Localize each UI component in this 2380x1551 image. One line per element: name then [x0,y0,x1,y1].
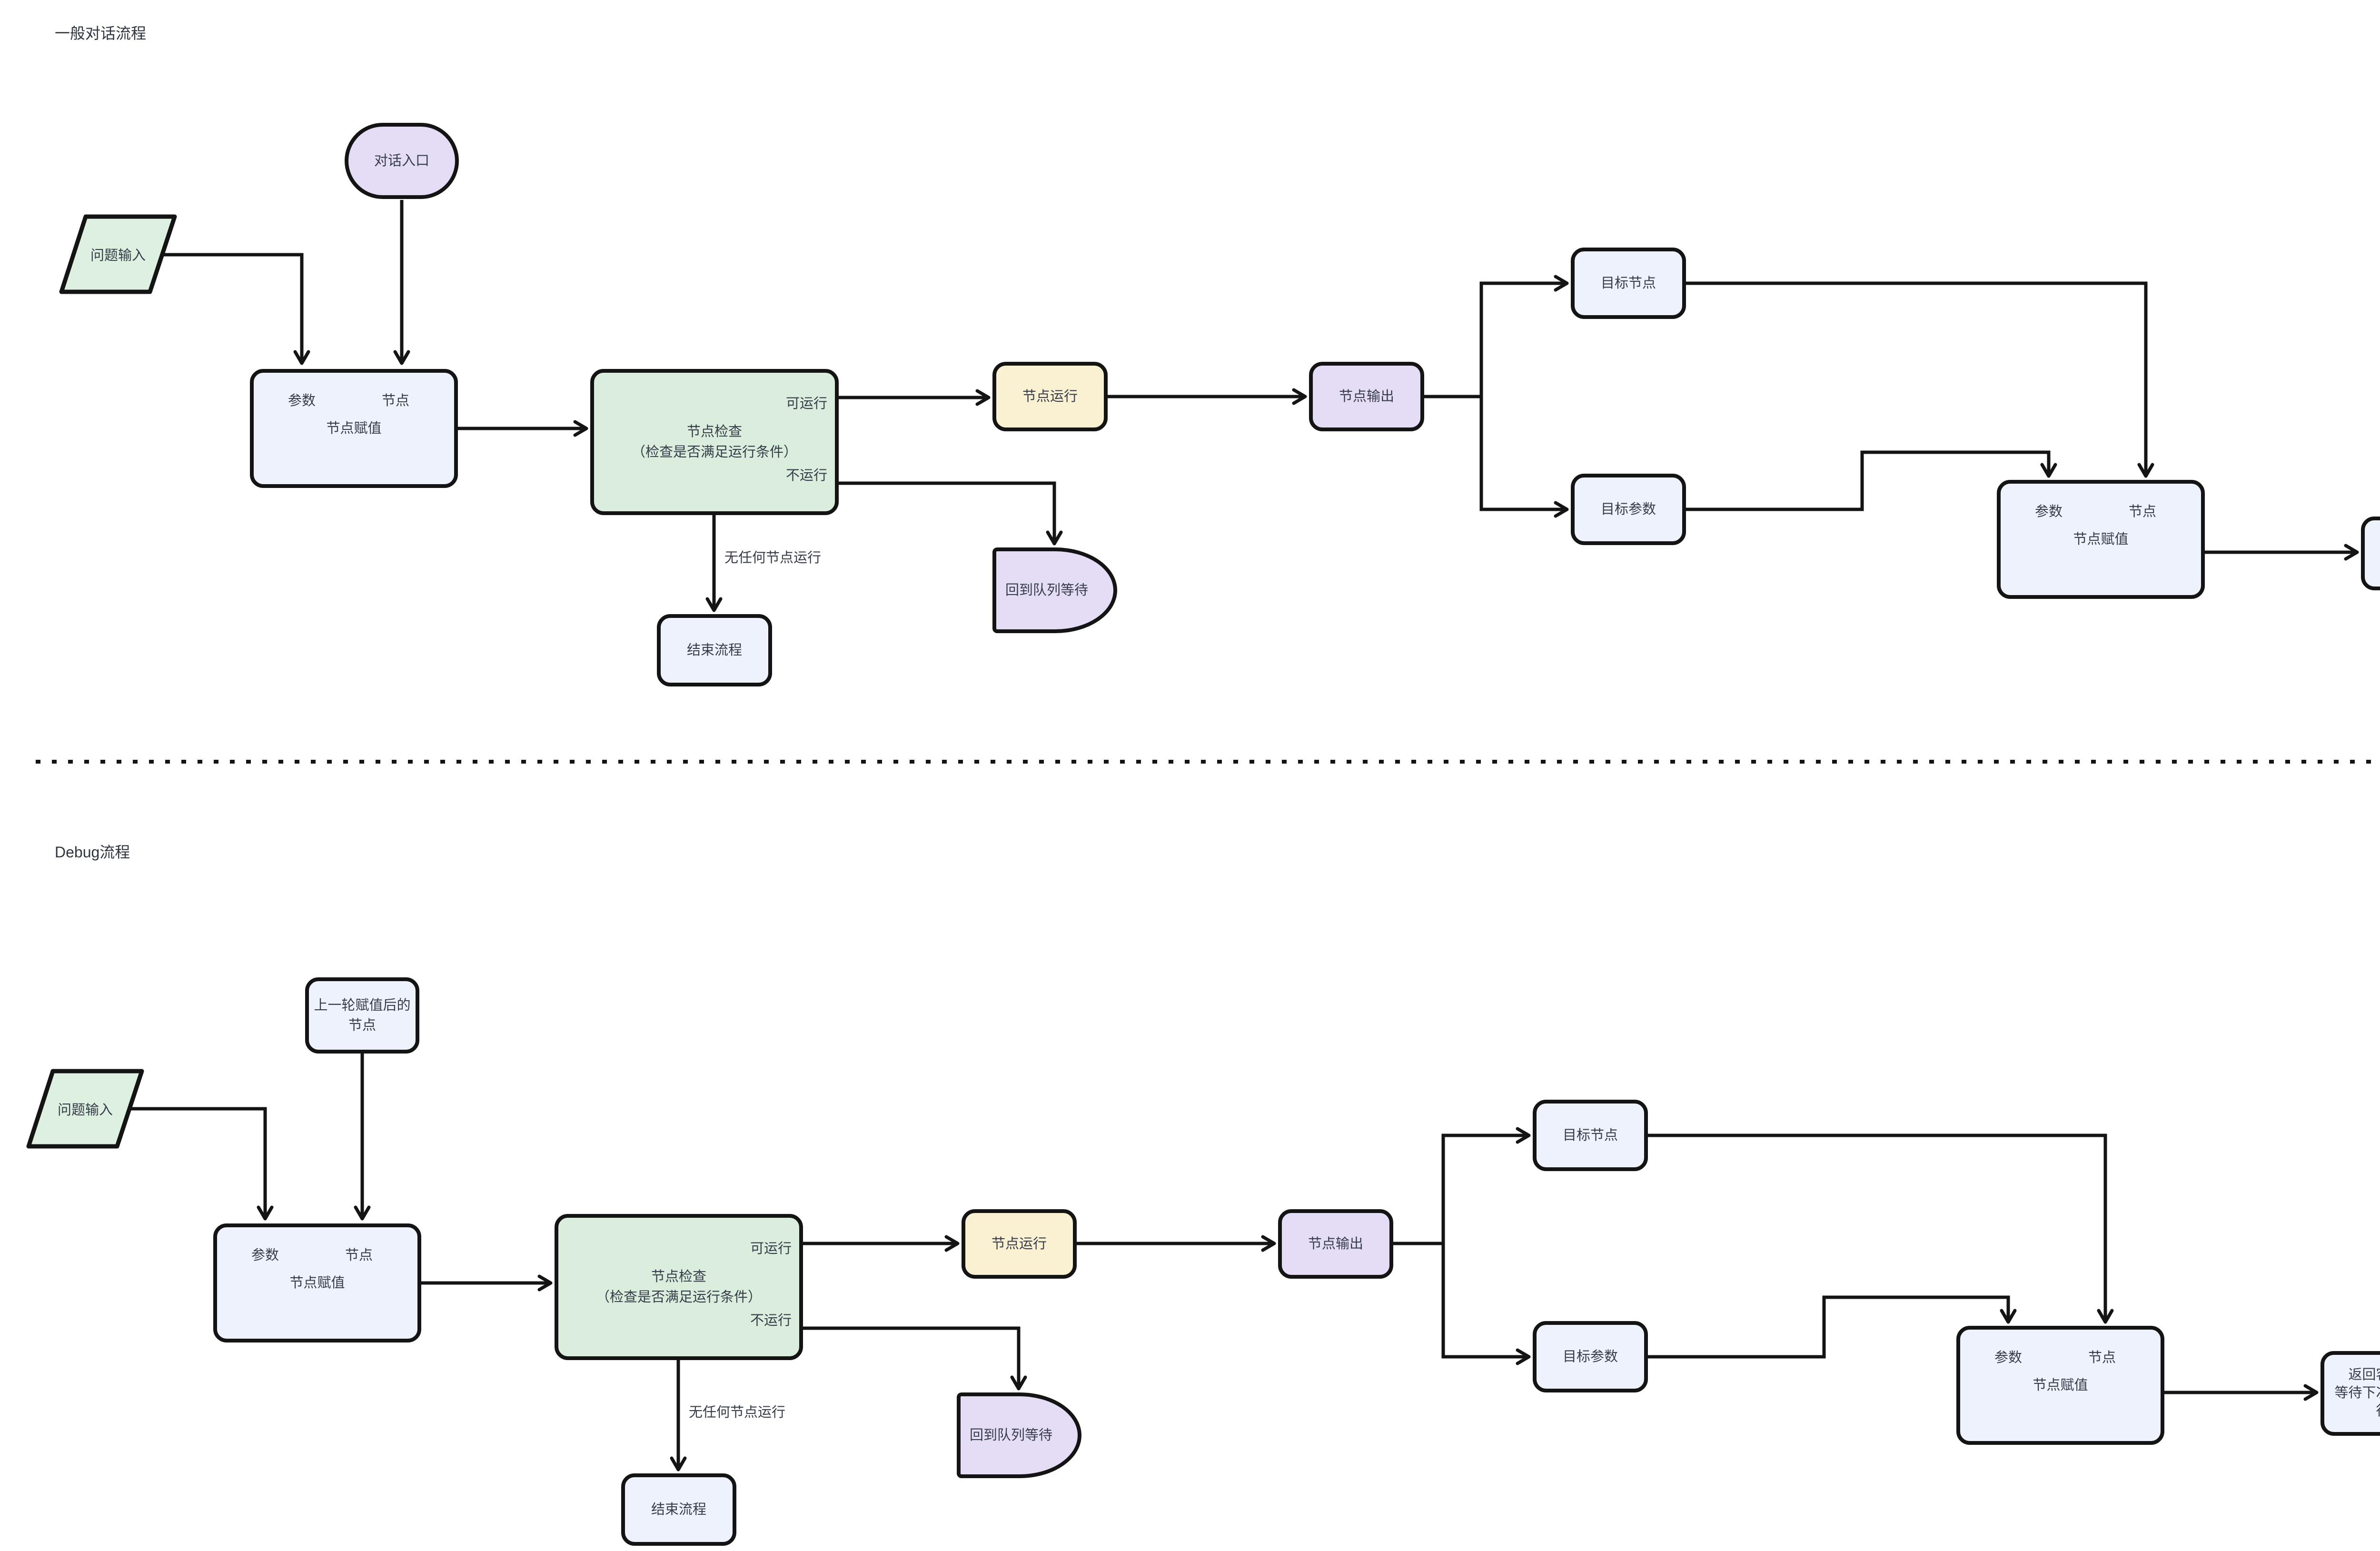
node-wait-f2: 回到队列等待 [957,1392,1081,1478]
node-assign2: 参数 节点 节点赋值 [1997,480,2205,599]
node-run-f2: 节点运行 [962,1209,1077,1279]
node-check-f2-subtitle: （检查是否满足运行条件） [595,1289,762,1305]
node-check-f2: 节点检查 （检查是否满足运行条件） 可运行 不运行 [555,1214,803,1360]
node-return-f2: 返回客户端 等待下次手动执 行 [2320,1351,2380,1436]
edge-branch-to-target-node-f2 [1441,1127,1531,1243]
node-assign1-f2-label: 节点赋值 [289,1275,345,1291]
edge-branch-to-target-node [1479,275,1569,397]
check-branch-none-label: 无任何节点运行 [724,550,822,566]
node-assign1-label: 节点赋值 [326,420,382,436]
edge-branch-to-target-param-f2 [1441,1243,1531,1365]
node-end-f2-label: 结束流程 [651,1501,706,1517]
node-return-line3: 行 [2376,1402,2380,1421]
edge-target-param-to-assign2 [1686,450,2057,511]
node-check-title: 节点检查 [686,424,742,440]
node-check: 节点检查 （检查是否满足运行条件） 可运行 不运行 [590,369,839,515]
edge-target-node-to-assign2-f2 [1648,1133,2114,1324]
node-target-param-f2-label: 目标参数 [1562,1349,1618,1364]
node-entry: 对话入口 [345,123,459,199]
node-target-param-label: 目标参数 [1600,501,1656,517]
check-f2-branch-no-label: 不运行 [750,1312,792,1328]
node-assign2-f2-label: 节点赋值 [2033,1377,2088,1393]
node-run-f2-label: 节点运行 [991,1236,1047,1252]
node-run: 节点运行 [992,362,1108,431]
assign1-param-port: 参数 [288,393,316,408]
assign1-node-port: 节点 [381,393,409,408]
node-output: 节点输出 [1309,362,1424,431]
edge-branch-to-target-param [1479,397,1569,518]
node-target-param-f2: 目标参数 [1533,1321,1648,1392]
node-prev-line2: 节点 [348,1018,376,1033]
node-target-node-f2: 目标节点 [1533,1100,1648,1171]
node-output-f2-label: 节点输出 [1308,1236,1363,1252]
edge-input-to-assign1 [162,253,310,365]
check-f2-branch-yes-label: 可运行 [750,1241,792,1256]
assign2-param-port: 参数 [2035,504,2063,519]
flow1-title: 一般对话流程 [55,25,147,42]
node-input-f2: 问题输入 [29,1071,142,1146]
node-wait-f2-label: 回到队列等待 [969,1427,1052,1443]
check-f2-branch-none-label: 无任何节点运行 [689,1405,786,1420]
node-assign1-f2: 参数 节点 节点赋值 [213,1223,421,1342]
check-branch-yes-label: 可运行 [785,396,827,411]
node-run-label: 节点运行 [1022,388,1078,404]
node-end-label: 结束流程 [686,642,742,658]
node-check-subtitle: （检查是否满足运行条件） [631,444,797,460]
node-return-line2: 等待下次手动执 [2334,1385,2380,1401]
node-output-f2: 节点输出 [1278,1209,1393,1279]
node-prev: 上一轮赋值后的 节点 [305,977,419,1054]
node-wait-label: 回到队列等待 [1005,582,1088,598]
node-loop: ○ ○ ○ 循环执行 [2361,517,2380,590]
node-input: 问题输入 [61,217,175,292]
node-end: 结束流程 [657,614,772,686]
node-assign2-f2: 参数 节点 节点赋值 [1956,1326,2164,1445]
node-prev-line1: 上一轮赋值后的 [314,997,411,1013]
node-wait: 回到队列等待 [992,547,1117,633]
edge-target-node-to-assign2 [1686,281,2154,478]
edge-check-no-to-wait-f2 [803,1326,1027,1391]
assign1-f2-param-port: 参数 [251,1248,279,1263]
node-input-f2-label: 问题输入 [57,1103,113,1118]
edge-target-param-to-assign2-f2 [1648,1295,2017,1359]
assign2-node-port: 节点 [2128,504,2156,519]
node-input-label: 问题输入 [90,248,146,263]
node-check-f2-title: 节点检查 [651,1269,706,1285]
node-assign1: 参数 节点 节点赋值 [250,369,458,488]
node-output-label: 节点输出 [1339,388,1394,404]
check-branch-no-label: 不运行 [785,467,827,483]
input-parallelogram-flow2 [26,1069,144,1149]
node-assign2-label: 节点赋值 [2073,531,2129,547]
assign1-f2-node-port: 节点 [345,1248,373,1263]
node-target-node: 目标节点 [1571,248,1686,319]
edge-check-no-to-wait [839,481,1063,546]
assign2-f2-node-port: 节点 [2088,1350,2116,1365]
node-entry-label: 对话入口 [374,153,429,169]
edge-input-to-assign1-f2 [129,1107,274,1221]
node-target-node-label: 目标节点 [1600,275,1656,291]
node-target-param: 目标参数 [1571,474,1686,545]
flow2-title: Debug流程 [55,844,130,861]
assign2-f2-param-port: 参数 [1994,1350,2023,1365]
input-parallelogram-flow1 [59,214,177,294]
node-end-f2: 结束流程 [621,1473,736,1546]
node-return-line1: 返回客户端 [2348,1367,2380,1383]
node-target-node-f2-label: 目标节点 [1562,1127,1618,1143]
